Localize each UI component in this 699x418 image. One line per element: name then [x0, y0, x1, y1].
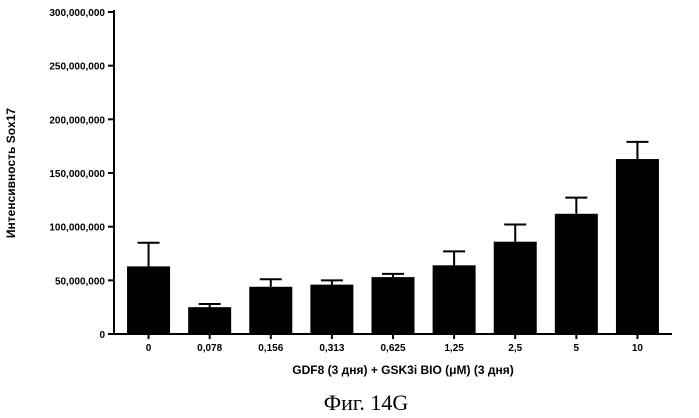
- x-tick-label: 0: [146, 343, 152, 354]
- y-tick-label: 200,000,000: [49, 115, 105, 126]
- bar: [494, 242, 537, 334]
- x-tick-label: 0,313: [319, 343, 344, 354]
- y-tick-label: 0: [99, 330, 105, 341]
- y-tick-label: 250,000,000: [49, 62, 105, 73]
- bar: [127, 266, 170, 334]
- x-tick-label: 1,25: [444, 343, 464, 354]
- y-axis-title: Интенсивность Sox17: [4, 108, 18, 238]
- x-axis-ticks: 0 0,078 0,156 0,313 0,625 1,25 2,5 5 10: [146, 334, 644, 354]
- figure-caption: Фиг. 14G: [324, 390, 409, 415]
- bar: [555, 214, 598, 334]
- y-tick-label: 300,000,000: [49, 8, 105, 19]
- x-tick-label: 10: [632, 343, 644, 354]
- bar: [310, 285, 353, 334]
- x-tick-label: 0,625: [380, 343, 405, 354]
- y-tick-label: 50,000,000: [55, 276, 105, 287]
- y-axis-ticks: 0 50,000,000 100,000,000 150,000,000 200,000…: [49, 8, 114, 341]
- bar: [372, 277, 415, 334]
- bars-group: [127, 142, 659, 334]
- bar: [249, 287, 292, 334]
- x-tick-label: 0,078: [197, 343, 222, 354]
- x-tick-label: 0,156: [258, 343, 283, 354]
- bar: [433, 265, 476, 334]
- y-tick-label: 150,000,000: [49, 169, 105, 180]
- bar: [616, 159, 659, 334]
- y-tick-label: 100,000,000: [49, 223, 105, 234]
- x-axis-title: GDF8 (3 дня) + GSK3i BIO (μM) (3 дня): [292, 363, 513, 377]
- x-tick-label: 2,5: [508, 343, 522, 354]
- bar: [188, 307, 231, 334]
- x-tick-label: 5: [574, 343, 580, 354]
